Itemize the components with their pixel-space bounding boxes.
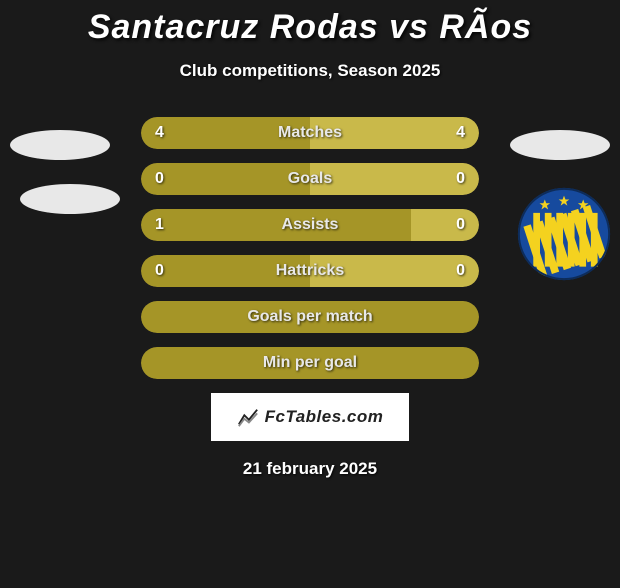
stat-bar: Goals per match [141, 301, 479, 333]
brand-text: FcTables.com [265, 407, 384, 427]
bar-label: Assists [141, 209, 479, 241]
stat-bar: 10Assists [141, 209, 479, 241]
bar-label: Hattricks [141, 255, 479, 287]
stat-bar: 00Goals [141, 163, 479, 195]
stat-bar: 00Hattricks [141, 255, 479, 287]
subtitle: Club competitions, Season 2025 [0, 61, 620, 81]
bar-label: Goals per match [141, 301, 479, 333]
chart-icon [237, 406, 259, 428]
comparison-bars: 44Matches 00Goals 10Assists 00Hattricks Goal… [141, 117, 479, 379]
brand-badge[interactable]: FcTables.com [211, 393, 409, 441]
page-title: Santacruz Rodas vs RÃos [0, 8, 620, 47]
footer-date: 21 february 2025 [0, 459, 620, 479]
bar-label: Matches [141, 117, 479, 149]
bar-label: Goals [141, 163, 479, 195]
bar-label: Min per goal [141, 347, 479, 379]
stat-bar: Min per goal [141, 347, 479, 379]
stat-bar: 44Matches [141, 117, 479, 149]
